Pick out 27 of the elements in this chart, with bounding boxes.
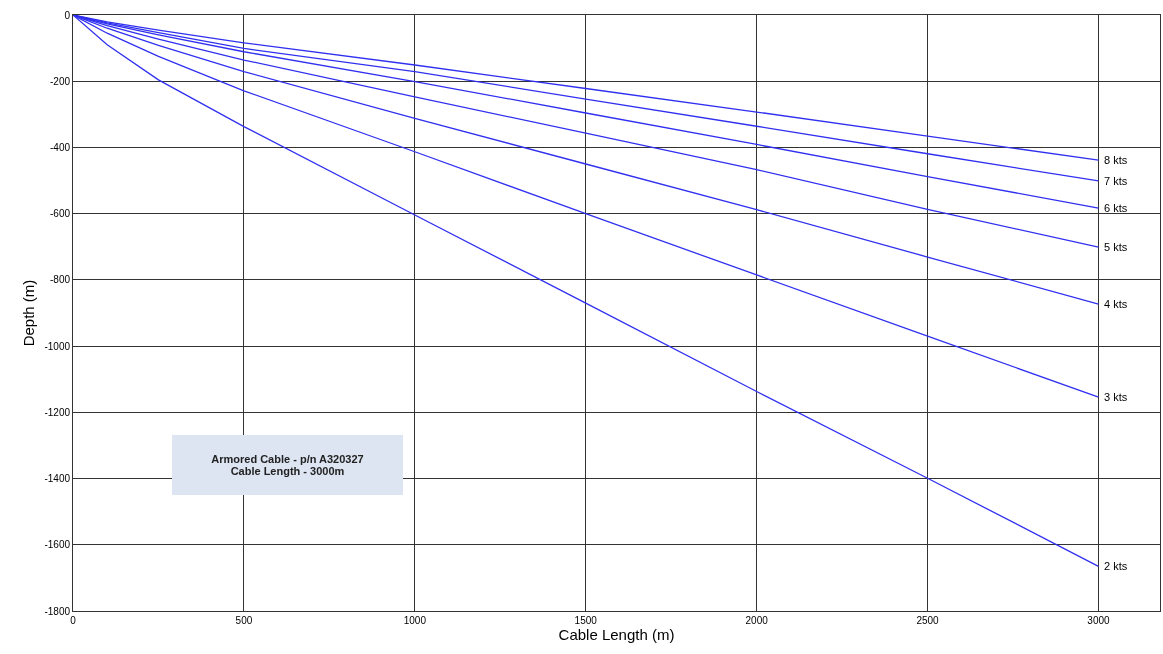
series-label: 6 kts: [1104, 202, 1128, 214]
series-label: 5 kts: [1104, 241, 1128, 253]
x-tick-label: 2000: [745, 615, 769, 626]
y-tick-label: -600: [49, 208, 71, 220]
y-tick-label: -1800: [44, 605, 71, 617]
y-tick-label: -1600: [44, 539, 71, 551]
y-tick-label: -400: [49, 141, 71, 153]
series-label: 8 kts: [1104, 154, 1128, 166]
x-tick-label: 2500: [916, 615, 940, 626]
annotation: Armored Cable - p/n A320327 Cable Length - 3000m: [211, 453, 364, 477]
series-label: 3 kts: [1104, 391, 1128, 403]
x-axis-title: Cable Length (m): [558, 626, 675, 643]
y-axis-title: Depth (m): [19, 279, 37, 347]
series-label: 7 kts: [1104, 175, 1128, 187]
x-tick-label: 1500: [574, 615, 598, 626]
series-label: 4 kts: [1104, 298, 1128, 310]
y-tick-label: -200: [49, 75, 71, 87]
y-tick-label: 0: [64, 9, 71, 21]
y-tick-label: -1200: [44, 406, 71, 418]
y-tick-label: -800: [49, 274, 71, 286]
note-panel: Armored Cable - p/n A320327 Cable Length - 3000m: [172, 435, 403, 495]
x-tick-label: 1000: [403, 615, 427, 626]
y-tick-label: -1000: [44, 340, 71, 352]
x-tick-label: 500: [235, 615, 253, 626]
y-tick-label: -1400: [44, 473, 71, 485]
x-tick-label: 3000: [1087, 615, 1111, 626]
series-label: 2 kts: [1104, 560, 1128, 572]
